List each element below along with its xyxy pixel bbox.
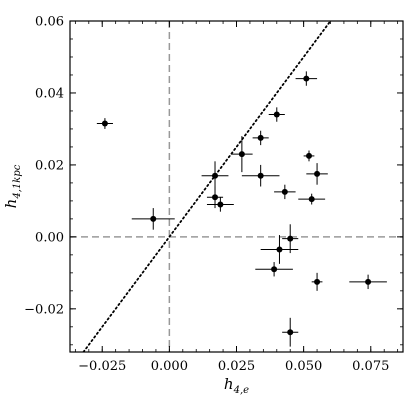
y-tick-label: −0.02 — [24, 302, 64, 317]
point-marker — [281, 188, 288, 195]
point-marker — [306, 152, 313, 159]
point-marker — [365, 278, 372, 285]
x-tick-label: 0.075 — [352, 359, 389, 374]
data-point — [282, 224, 299, 254]
data-points — [96, 71, 387, 347]
data-point — [298, 193, 326, 205]
axes: −0.025 0.000 0.025 0.050 0.075 −0.02 0.00 0.02 0… — [24, 15, 403, 374]
point-marker — [276, 246, 283, 253]
point-marker — [212, 194, 219, 201]
y-tick-label: 0.02 — [35, 158, 64, 173]
x-tick-label: 0.000 — [151, 359, 188, 374]
point-marker — [257, 172, 264, 179]
data-point — [349, 274, 387, 290]
point-marker — [308, 196, 315, 203]
point-marker — [150, 215, 157, 222]
x-tick-label: 0.050 — [285, 359, 322, 374]
y-tick-label: 0.00 — [35, 230, 64, 245]
point-marker — [314, 170, 321, 177]
point-marker — [101, 120, 108, 127]
data-point — [274, 184, 296, 200]
data-point — [306, 163, 328, 185]
data-point — [311, 272, 323, 291]
point-marker — [238, 151, 245, 158]
point-marker — [217, 201, 224, 208]
point-marker — [303, 75, 310, 82]
data-point — [131, 208, 175, 230]
point-marker — [287, 235, 294, 242]
point-marker — [212, 172, 219, 179]
data-point — [295, 71, 318, 86]
data-point — [206, 197, 234, 212]
data-point — [268, 107, 285, 122]
reference-lines — [70, 21, 403, 352]
y-axis-label: h4,1kpc — [2, 164, 23, 208]
data-point — [282, 317, 299, 347]
point-marker — [271, 266, 278, 273]
one-to-one-line — [82, 21, 332, 352]
data-point — [201, 161, 229, 191]
data-point — [303, 150, 315, 162]
plot-frame — [69, 20, 404, 353]
data-point — [255, 262, 293, 277]
x-tick-label: 0.025 — [218, 359, 255, 374]
data-point — [231, 136, 253, 173]
data-point — [260, 235, 299, 264]
point-marker — [257, 134, 264, 141]
data-point — [96, 118, 113, 129]
y-tick-label: 0.04 — [35, 86, 64, 101]
data-point — [252, 130, 269, 146]
point-marker — [314, 278, 321, 285]
x-tick-label: −0.025 — [78, 359, 126, 374]
data-point — [241, 164, 280, 187]
x-axis-label: h4,e — [224, 375, 249, 396]
point-marker — [273, 111, 280, 118]
y-tick-label: 0.06 — [35, 15, 64, 30]
point-marker — [287, 329, 294, 336]
